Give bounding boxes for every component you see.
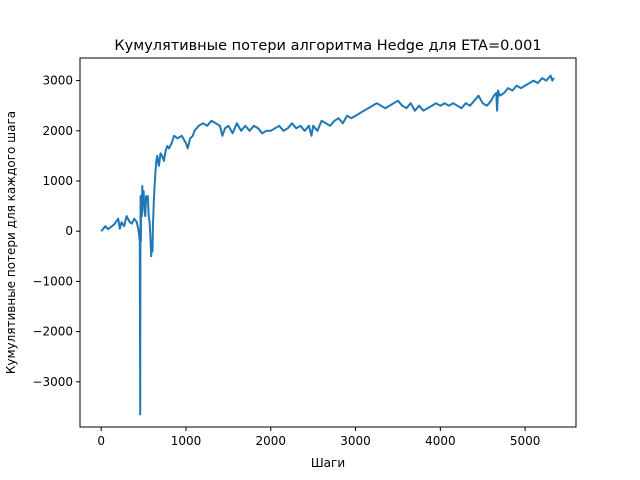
y-tick-label: 3000	[42, 74, 73, 88]
y-tick-label: −1000	[32, 274, 73, 288]
y-tick-label: 2000	[42, 124, 73, 138]
x-tick-label: 2000	[255, 434, 286, 448]
x-tick-label: 1000	[171, 434, 202, 448]
y-axis-label: Кумулятивные потери для каждого шага	[4, 111, 18, 374]
x-axis: 0 1000 2000 3000 4000 5000	[97, 427, 540, 448]
x-tick-label: 3000	[340, 434, 371, 448]
series-line	[100, 74, 555, 416]
y-axis: −3000 −2000 −1000 0 1000 2000 3000	[32, 74, 80, 389]
plot-frame	[79, 57, 577, 428]
x-tick-label: 0	[97, 434, 105, 448]
x-tick-label: 4000	[425, 434, 456, 448]
x-tick-label: 5000	[510, 434, 541, 448]
y-tick-label: 0	[65, 224, 73, 238]
chart-title: Кумулятивные потери алгоритма Hedge для …	[114, 38, 541, 54]
y-tick-label: −2000	[32, 325, 73, 339]
y-tick-label: −3000	[32, 375, 73, 389]
y-tick-label: 1000	[42, 174, 73, 188]
x-axis-label: Шаги	[311, 456, 345, 470]
